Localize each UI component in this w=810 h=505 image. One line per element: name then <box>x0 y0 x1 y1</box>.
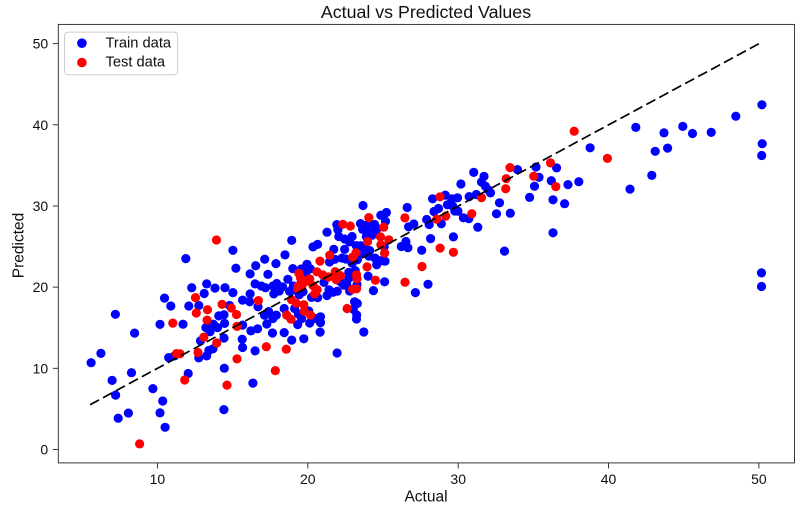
svg-text:Actual: Actual <box>404 489 447 505</box>
svg-text:Actual vs Predicted Values: Actual vs Predicted Values <box>321 2 531 22</box>
svg-text:30: 30 <box>33 198 49 214</box>
svg-text:20: 20 <box>300 471 316 487</box>
svg-text:50: 50 <box>751 471 767 487</box>
svg-text:Train data: Train data <box>106 35 172 51</box>
svg-text:0: 0 <box>40 442 48 458</box>
svg-text:30: 30 <box>450 471 466 487</box>
svg-text:Predicted: Predicted <box>11 213 28 278</box>
svg-text:10: 10 <box>150 471 166 487</box>
svg-text:50: 50 <box>33 36 49 52</box>
svg-text:Test data: Test data <box>106 55 166 71</box>
svg-text:10: 10 <box>33 360 49 376</box>
svg-text:40: 40 <box>33 117 49 133</box>
svg-text:20: 20 <box>33 279 49 295</box>
svg-text:40: 40 <box>601 471 617 487</box>
